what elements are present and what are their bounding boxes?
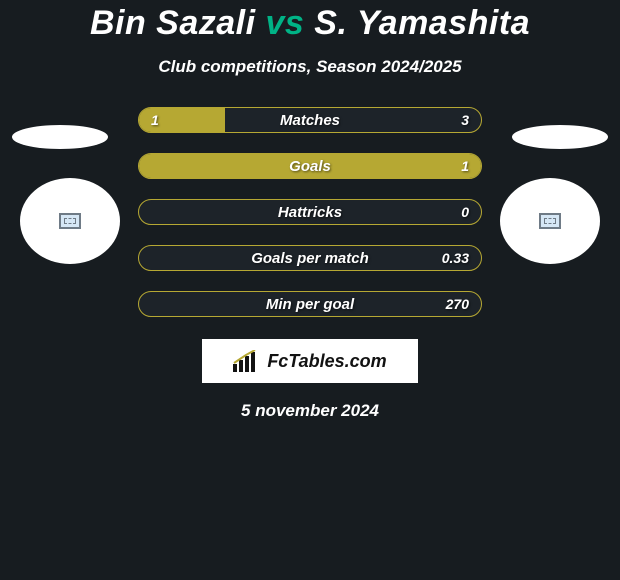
stat-value-left: 1 [151, 108, 159, 132]
decor-ellipse-right [512, 125, 608, 149]
stat-label: Goals per match [139, 246, 481, 270]
stats-rows: 13Matches1Goals0Hattricks0.33Goals per m… [138, 107, 482, 317]
placeholder-icon [59, 213, 81, 229]
stat-value-right: 3 [461, 108, 469, 132]
player2-name: S. Yamashita [314, 4, 530, 42]
subtitle: Club competitions, Season 2024/2025 [0, 57, 620, 77]
decor-ellipse-left [12, 125, 108, 149]
player2-badge [500, 178, 600, 264]
placeholder-icon [539, 213, 561, 229]
stat-row: 1Goals [138, 153, 482, 179]
date-label: 5 november 2024 [0, 401, 620, 421]
stat-row: 0.33Goals per match [138, 245, 482, 271]
stat-row: 270Min per goal [138, 291, 482, 317]
stat-row: 0Hattricks [138, 199, 482, 225]
stat-label: Min per goal [139, 292, 481, 316]
vs-label: vs [266, 4, 305, 42]
player1-badge [20, 178, 120, 264]
stat-value-right: 0.33 [442, 246, 469, 270]
stat-value-right: 0 [461, 200, 469, 224]
stat-value-right: 270 [446, 292, 469, 316]
stat-fill-left [139, 154, 481, 178]
stat-value-right: 1 [461, 154, 469, 178]
brand-text: FcTables.com [267, 351, 386, 372]
player1-name: Bin Sazali [90, 4, 256, 42]
page-title: Bin Sazali vs S. Yamashita [0, 0, 620, 43]
brand-box: FcTables.com [202, 339, 418, 383]
chart-bars-icon [233, 350, 261, 372]
stat-row: 13Matches [138, 107, 482, 133]
stat-label: Hattricks [139, 200, 481, 224]
